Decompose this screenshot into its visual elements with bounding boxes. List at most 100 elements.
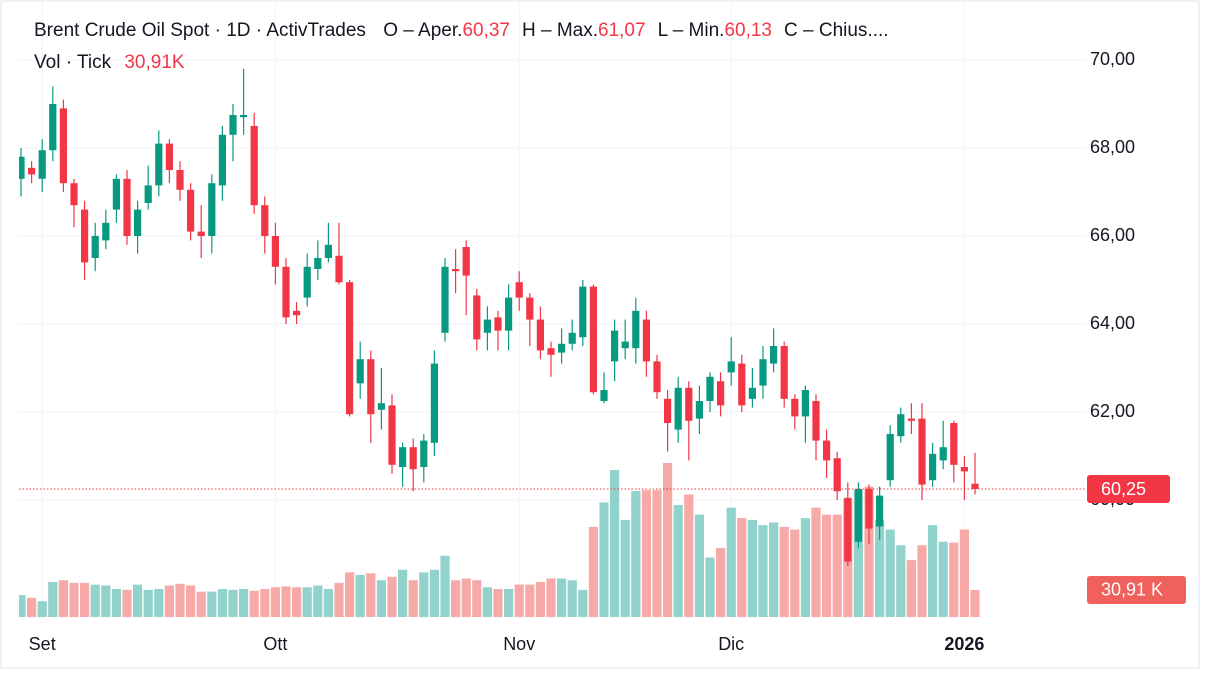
candle-body [823,440,831,461]
candle-body [568,332,576,344]
candle-body [367,359,375,415]
price-badge-label: 60,25 [1101,479,1146,499]
axis: 60,0062,0064,0066,0068,0070,00SetOttNovD… [29,49,1186,654]
volume-bar [323,589,333,617]
volume-bar [111,589,121,617]
candle-body [102,222,110,241]
candle-body [38,150,46,179]
price-badge [1087,475,1170,503]
volume-bar [186,585,196,617]
volume-bar [493,589,503,617]
volume-bar [620,519,630,617]
volume-bar [917,545,927,617]
volume-bar [27,597,37,617]
candle-body [81,209,89,263]
legend-label: H – Max. [521,20,599,41]
candle-body [240,115,248,118]
volume-badge-label: 30,91 K [1101,580,1163,600]
candle-body [536,319,544,351]
volume-bar [949,542,959,617]
volume-bar [567,580,577,617]
volume-bar [101,585,111,617]
ohlc-values: O – Aper.60,37 H – Max.61,07 L – Min.60,13… [371,20,888,41]
volume-bar [133,584,143,617]
candle-body [579,286,587,338]
volume-bar [313,585,323,617]
candle-body [685,387,693,421]
candle-body [526,297,534,320]
volume-bar [164,585,174,617]
volume-badge [1087,575,1186,604]
volume-bar [376,580,386,617]
y-tick-label: 70,00 [1090,49,1135,69]
candle-body [876,495,884,527]
volume-bar [853,490,863,617]
candle-body [971,483,979,489]
volume-bar [557,578,567,617]
volume-bar [228,589,238,617]
volume-bar [408,580,418,617]
candle-body [483,319,491,333]
candle-body [176,170,184,190]
legend-value: 61,07 [598,20,646,41]
candle-body [303,266,311,298]
volume-bar [885,529,895,617]
volume-bar [69,582,79,617]
volume-legend: Vol · Tick 30,91K [34,52,185,74]
volume-bar [122,589,132,617]
candle-body [187,189,195,232]
volume-bar [641,490,651,617]
candle-body [600,390,608,401]
volume-bar [790,529,800,617]
candle-body [452,269,460,272]
grid [19,2,1085,620]
candle-body [282,266,290,318]
volume-bar [260,589,270,617]
volume-bar [896,545,906,617]
volume-bar [154,589,164,617]
candle-body [314,258,322,269]
volume-bar [196,591,206,617]
volume-bar [175,583,185,617]
volume-bar [451,580,461,617]
volume-bar [90,584,100,617]
volume-bar [716,547,726,617]
volume-bar [779,526,789,617]
volume-bar [37,601,47,617]
x-tick-label: 2026 [944,634,984,654]
candle-body [155,143,163,186]
candle-body [939,447,947,461]
volume-bar [673,505,683,617]
volume-bar [429,569,439,617]
candle-body [346,282,354,415]
candle-body [388,405,396,465]
candle-body [748,387,756,399]
candle-body [250,126,258,206]
volume-bar [938,541,948,617]
candle-body [70,183,78,206]
legend-value: 60,13 [724,20,772,41]
volume-bar [663,463,673,617]
x-tick-label: Set [29,634,56,654]
candle-body [642,319,650,362]
candle-body [473,295,481,340]
volume-bar [599,502,609,617]
volume-bar [207,591,217,617]
candle-body [664,398,672,423]
volume-bar [48,582,58,617]
candle-body [462,247,470,276]
volume-bar [80,582,90,617]
candle-body [547,348,555,355]
volume-bar [482,587,492,617]
candle-body [674,387,682,430]
candle-body [494,317,502,331]
candle-body [611,330,619,362]
volume-bar [864,486,874,617]
volume-bar [387,576,397,617]
volume-bar [737,518,747,617]
volume-bar [239,589,249,617]
y-tick-label: 64,00 [1090,313,1135,333]
candle-body [271,236,279,267]
